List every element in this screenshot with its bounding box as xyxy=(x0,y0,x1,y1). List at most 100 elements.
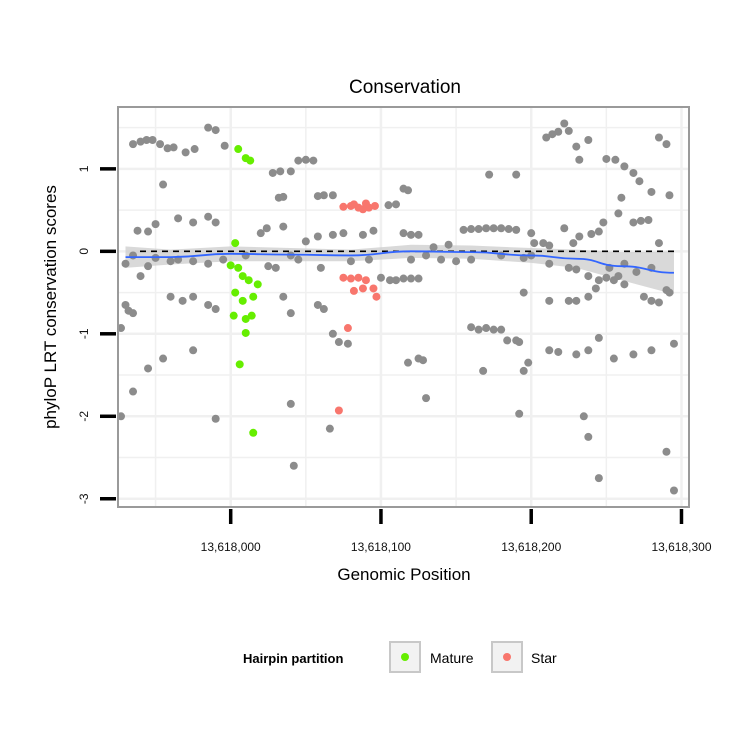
data-point-other xyxy=(358,230,367,239)
data-point-other xyxy=(220,141,229,150)
data-point-other xyxy=(609,354,618,363)
smooth-curve xyxy=(125,250,674,274)
data-point-other xyxy=(635,177,644,186)
x-tick-label: 13,618,200 xyxy=(501,540,561,554)
data-point-other xyxy=(665,288,674,297)
data-point-star xyxy=(339,202,348,211)
gridlines xyxy=(118,107,689,507)
data-point-other xyxy=(159,354,168,363)
data-point-other xyxy=(391,276,400,285)
y-tick-label: 1 xyxy=(77,165,91,172)
data-point-other xyxy=(545,296,554,305)
data-point-other xyxy=(414,230,423,239)
chart-title: Conservation xyxy=(349,77,461,98)
data-point-mature xyxy=(226,261,235,270)
data-point-other xyxy=(364,255,373,264)
scatter-points xyxy=(117,119,678,495)
data-point-other xyxy=(343,339,352,348)
data-point-other xyxy=(497,325,506,334)
plot-frame xyxy=(117,106,690,508)
data-point-other xyxy=(620,280,629,289)
data-point-other xyxy=(579,412,588,421)
data-point-other xyxy=(548,130,557,139)
data-point-star xyxy=(334,406,343,415)
data-point-mature xyxy=(231,288,240,297)
data-point-other xyxy=(129,309,138,318)
data-point-other xyxy=(148,135,157,144)
data-point-mature xyxy=(238,272,247,281)
data-point-other xyxy=(313,232,322,241)
data-point-other xyxy=(444,240,453,249)
data-point-other xyxy=(519,366,528,375)
data-point-other xyxy=(602,154,611,163)
data-point-other xyxy=(166,257,175,266)
data-point-other xyxy=(554,347,563,356)
data-point-other xyxy=(178,296,187,305)
data-point-other xyxy=(572,142,581,151)
data-point-other xyxy=(262,224,271,233)
data-point-star xyxy=(369,284,378,293)
data-point-mature xyxy=(241,328,250,337)
data-point-other xyxy=(479,366,488,375)
data-point-other xyxy=(159,180,168,189)
data-point-other xyxy=(584,346,593,355)
data-point-other xyxy=(554,127,563,136)
data-point-other xyxy=(339,229,348,238)
data-point-star xyxy=(361,276,370,285)
data-point-mature xyxy=(249,292,258,301)
data-point-star xyxy=(349,200,358,209)
data-point-other xyxy=(204,259,213,268)
data-point-other xyxy=(467,255,476,264)
plot-background xyxy=(118,107,689,507)
data-point-other xyxy=(482,324,491,333)
data-point-star xyxy=(354,273,363,282)
data-point-star xyxy=(343,324,352,333)
y-tick-label: -2 xyxy=(77,411,91,422)
data-point-other xyxy=(346,257,355,266)
data-point-other xyxy=(572,350,581,359)
data-point-other xyxy=(181,148,190,157)
data-point-other xyxy=(527,229,536,238)
data-point-other xyxy=(545,259,554,268)
data-point-other xyxy=(617,193,626,202)
data-point-other xyxy=(328,230,337,239)
data-point-other xyxy=(669,339,678,348)
x-axis-title: Genomic Position xyxy=(337,565,470,584)
data-point-other xyxy=(599,218,608,227)
data-point-other xyxy=(117,324,126,333)
data-point-other xyxy=(376,273,385,282)
data-point-other xyxy=(142,135,151,144)
data-point-other xyxy=(136,272,145,281)
data-point-mature xyxy=(234,263,243,272)
data-point-other xyxy=(467,323,476,332)
legend-key-star xyxy=(491,641,523,673)
data-point-other xyxy=(594,276,603,285)
data-point-other xyxy=(515,409,524,418)
data-point-other xyxy=(391,200,400,209)
data-point-other xyxy=(644,215,653,224)
data-point-other xyxy=(545,346,554,355)
data-point-other xyxy=(452,257,461,266)
data-point-other xyxy=(503,336,512,345)
data-point-other xyxy=(334,338,343,347)
data-point-mature xyxy=(246,156,255,165)
data-point-other xyxy=(504,225,513,234)
data-point-other xyxy=(189,292,198,301)
data-point-other xyxy=(384,201,393,210)
data-point-other xyxy=(133,226,142,235)
data-point-other xyxy=(629,350,638,359)
data-point-mature xyxy=(241,314,250,323)
data-point-other xyxy=(301,155,310,164)
data-point-other xyxy=(665,191,674,200)
data-point-mature xyxy=(253,280,262,289)
data-point-other xyxy=(211,414,220,423)
data-point-other xyxy=(404,186,413,195)
data-point-other xyxy=(309,156,318,165)
data-point-other xyxy=(560,119,569,128)
data-point-other xyxy=(594,333,603,342)
data-point-other xyxy=(189,218,198,227)
data-point-mature xyxy=(235,360,244,369)
data-point-other xyxy=(474,325,483,334)
data-point-other xyxy=(524,358,533,367)
